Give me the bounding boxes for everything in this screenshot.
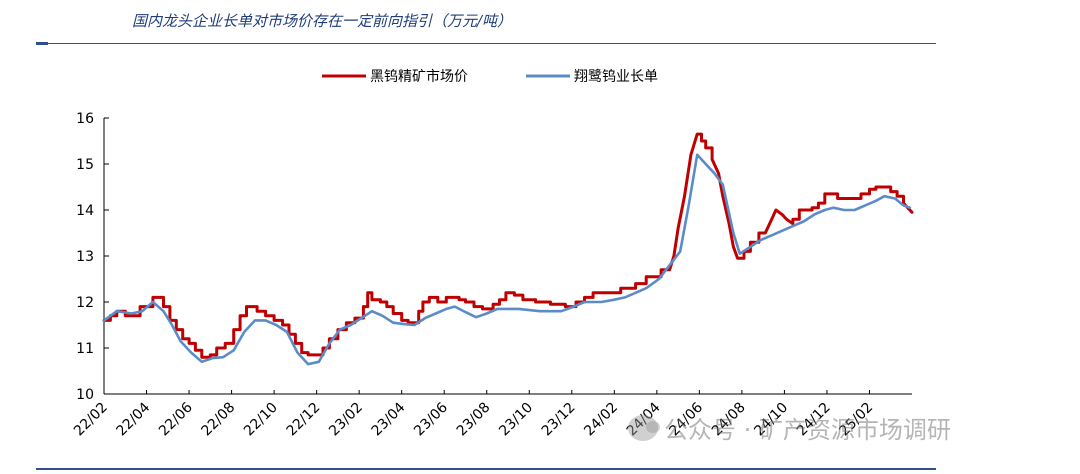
title-divider-accent: [36, 42, 48, 45]
y-tick-label: 12: [76, 295, 94, 311]
x-tick-label: 23/12: [539, 400, 579, 440]
x-tick-label: 22/10: [241, 400, 281, 440]
x-tick-label: 23/02: [326, 400, 366, 440]
y-tick-label: 13: [76, 249, 94, 265]
chart-title: 国内龙头企业长单对市场价存在一定前向指引（万元/吨）: [132, 12, 513, 30]
title-divider: [36, 43, 936, 44]
x-tick-label: 22/04: [114, 399, 154, 439]
y-tick-label: 16: [76, 111, 94, 127]
legend-label-1: 黑钨精矿市场价: [370, 68, 468, 85]
y-tick-label: 11: [76, 341, 94, 357]
series-line-2: [102, 153, 912, 366]
watermark-text: 公众号 · 矿产资源市场调研: [664, 416, 951, 444]
wechat-icon: [628, 414, 660, 441]
series-line-1: [102, 132, 914, 359]
y-tick-label: 14: [76, 203, 94, 219]
x-tick-label: 23/08: [454, 400, 494, 440]
y-tick-label: 10: [76, 387, 94, 403]
x-tick-label: 23/10: [496, 400, 536, 440]
chart-series: [102, 132, 914, 366]
y-tick-label: 15: [76, 157, 94, 173]
x-tick-label: 22/06: [156, 399, 196, 439]
watermark: 公众号 · 矿产资源市场调研: [628, 410, 951, 445]
x-tick-label: 23/04: [369, 399, 409, 439]
legend: 黑钨精矿市场价 翔鹭钨业长单: [322, 68, 658, 85]
x-tick-label: 22/12: [284, 400, 324, 440]
legend-label-2: 翔鹭钨业长单: [574, 69, 658, 85]
x-tick-label: 22/08: [199, 400, 239, 440]
x-tick-label: 22/02: [71, 400, 111, 440]
bottom-divider: [36, 468, 936, 470]
x-tick-label: 24/02: [581, 400, 621, 440]
x-tick-label: 23/06: [411, 399, 451, 439]
